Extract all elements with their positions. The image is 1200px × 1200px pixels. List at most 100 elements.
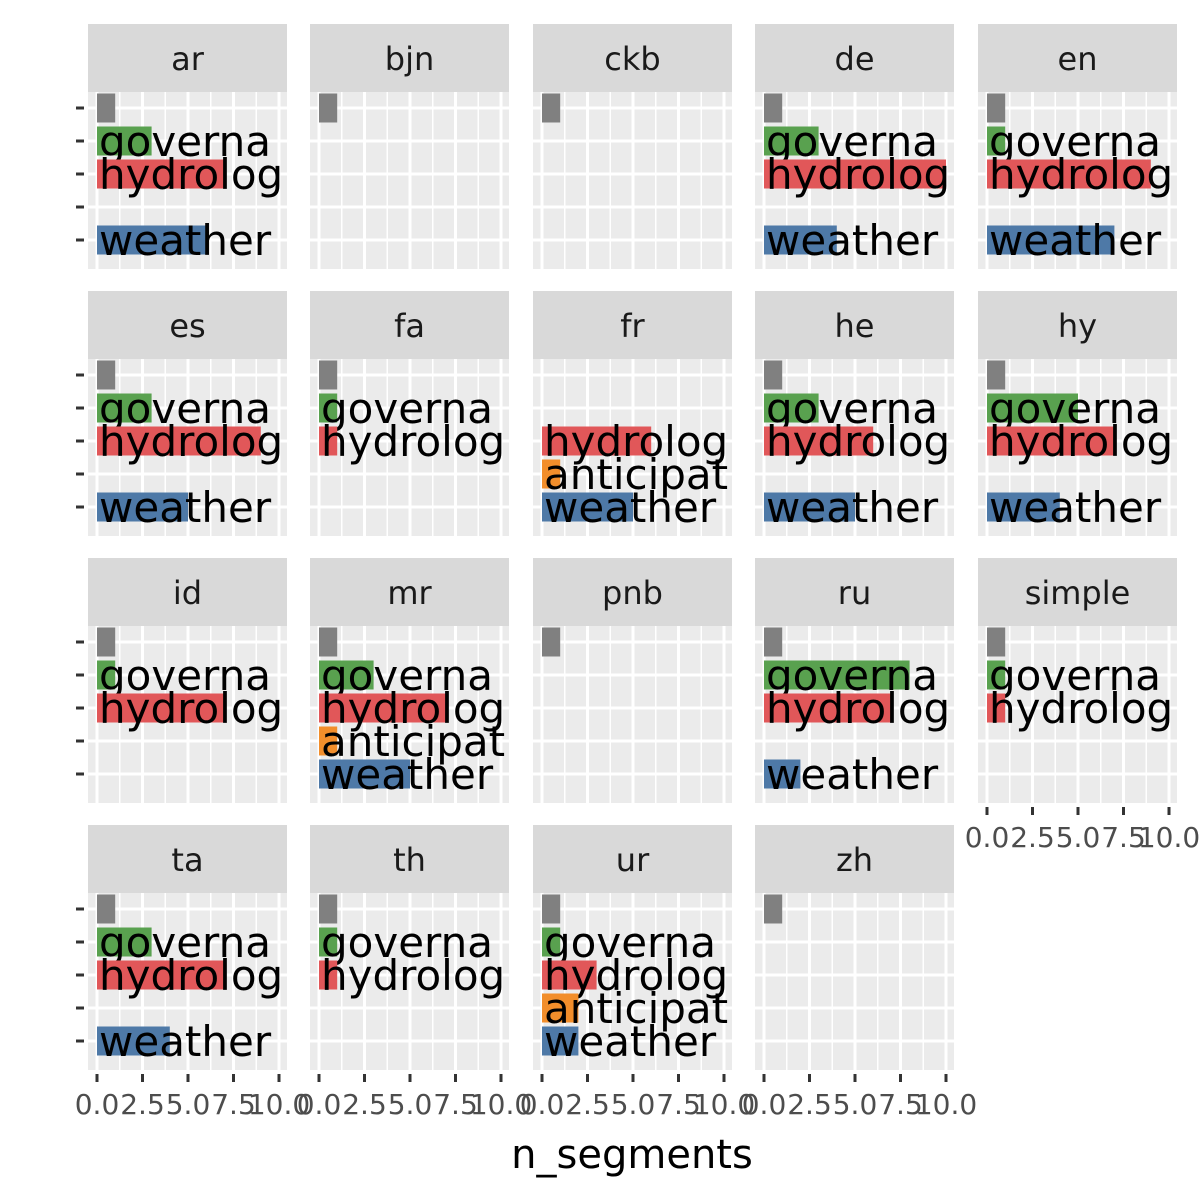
- bar-label: weather: [766, 483, 939, 532]
- bar-weather: [97, 225, 207, 255]
- bar-label: weather: [99, 216, 272, 265]
- facet-strip-label: ckb: [604, 40, 660, 78]
- x-axis-tick-label: 0.0: [742, 1088, 787, 1121]
- bar-anticipation: [542, 993, 579, 1023]
- bar-unlabeled: [987, 93, 1006, 123]
- bar-weather: [97, 1026, 170, 1056]
- facet-strip-label: zh: [836, 841, 873, 879]
- facet-strip-label: es: [169, 307, 205, 345]
- facet-strip: [533, 291, 732, 359]
- bar-label: weather: [321, 750, 494, 799]
- bar-hydrology: [97, 426, 261, 456]
- facet-strip-label: fa: [394, 307, 425, 345]
- bar-hydrology: [764, 159, 946, 189]
- facet-strip-label: id: [173, 574, 202, 612]
- facet-strip: [88, 825, 287, 893]
- bar-governance: [542, 927, 561, 957]
- bar-label: governa: [99, 117, 271, 166]
- facet-strip: [755, 825, 954, 893]
- bar-unlabeled: [542, 894, 561, 924]
- bar-weather: [97, 492, 188, 522]
- bar-weather: [987, 225, 1115, 255]
- bar-hydrology: [319, 960, 338, 990]
- x-axis-tick-label: 2.5: [1010, 821, 1055, 854]
- bar-label: hydrolog: [321, 684, 505, 733]
- facet-strip-label: hy: [1058, 307, 1097, 345]
- facet-strip: [310, 24, 509, 92]
- bar-unlabeled: [319, 360, 338, 390]
- facet-strip-label: en: [1058, 40, 1098, 78]
- bar-unlabeled: [987, 360, 1006, 390]
- x-axis-tick-label: 7.5: [656, 1088, 701, 1121]
- bar-unlabeled: [319, 627, 338, 657]
- x-axis-tick-label: 10.0: [248, 1088, 310, 1121]
- x-axis-tick-label: 7.5: [211, 1088, 256, 1121]
- bar-label: hydrolog: [321, 951, 505, 1000]
- bar-hydrology: [97, 960, 225, 990]
- bar-unlabeled: [764, 93, 783, 123]
- facet-strip: [310, 558, 509, 626]
- bar-label: hydrolog: [766, 417, 950, 466]
- bar-unlabeled: [319, 93, 338, 123]
- bar-governance: [97, 660, 116, 690]
- x-axis-title: n_segments: [511, 1132, 753, 1178]
- facet-strip: [310, 825, 509, 893]
- facet-strip: [755, 558, 954, 626]
- bar-unlabeled: [764, 894, 783, 924]
- bar-label: hydrolog: [989, 684, 1173, 733]
- x-axis-tick-label: 0.0: [297, 1088, 342, 1121]
- bar-weather: [542, 492, 633, 522]
- bar-unlabeled: [542, 93, 561, 123]
- bar-weather: [764, 759, 801, 789]
- facet-panel-bjn: bjn: [310, 24, 509, 269]
- facet-strip-label: pnb: [602, 574, 663, 612]
- facet-strip: [88, 558, 287, 626]
- bar-label: governa: [766, 384, 938, 433]
- panel-marks: [542, 627, 561, 657]
- bar-governance: [987, 393, 1078, 423]
- facet-panel-ckb: ckb: [533, 24, 732, 269]
- bar-unlabeled: [764, 360, 783, 390]
- facet-strip: [755, 291, 954, 359]
- bar-unlabeled: [97, 93, 116, 123]
- bar-hydrology: [764, 426, 874, 456]
- bar-label: hydrolog: [766, 150, 950, 199]
- bar-governance: [97, 927, 152, 957]
- bar-label: governa: [99, 651, 271, 700]
- facet-strip: [978, 24, 1177, 92]
- x-axis-tick-label: 5.0: [611, 1088, 656, 1121]
- bar-unlabeled: [319, 894, 338, 924]
- facet-strip-label: ur: [616, 841, 650, 879]
- bar-label: governa: [321, 651, 493, 700]
- x-axis-tick-label: 10.0: [915, 1088, 977, 1121]
- x-axis-tick-label: 7.5: [433, 1088, 478, 1121]
- x-axis-tick-label: 7.5: [878, 1088, 923, 1121]
- facet-strip-label: bjn: [385, 40, 434, 78]
- bar-label: governa: [321, 918, 493, 967]
- bar-hydrology: [764, 693, 892, 723]
- x-axis-tick-label: 2.5: [120, 1088, 165, 1121]
- bar-label: weather: [989, 216, 1162, 265]
- facet-strip-label: he: [835, 307, 875, 345]
- facet-strip: [533, 825, 732, 893]
- bar-label: hydrolog: [99, 684, 283, 733]
- facet-strip: [310, 291, 509, 359]
- bar-weather: [319, 759, 410, 789]
- bar-governance: [764, 126, 819, 156]
